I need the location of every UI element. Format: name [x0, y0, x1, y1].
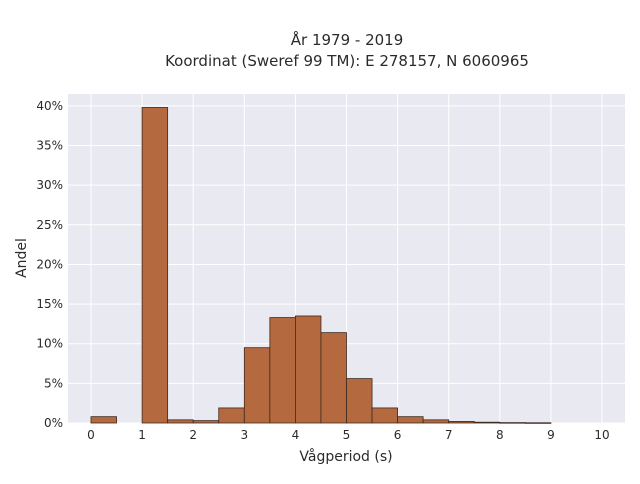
histogram-bar — [473, 421, 501, 424]
y-axis-label: Andel — [14, 238, 30, 278]
x-tick-label: 2 — [189, 428, 197, 442]
histogram-bar — [499, 422, 526, 424]
bars — [90, 107, 552, 424]
histogram-bar — [524, 422, 552, 424]
x-tick-label: 10 — [594, 428, 609, 442]
histogram-bar — [90, 416, 117, 424]
x-tick-label: 6 — [394, 428, 402, 442]
x-tick-label: 9 — [547, 428, 555, 442]
y-tick-label: 35% — [36, 139, 63, 153]
histogram-bar — [192, 420, 220, 424]
x-tick-label: 5 — [343, 428, 351, 442]
y-tick-label: 0% — [44, 416, 63, 430]
chart-title-line-2: Koordinat (Sweref 99 TM): E 278157, N 60… — [165, 52, 529, 70]
histogram-bar — [269, 317, 296, 424]
chart-title-line-1: År 1979 - 2019 — [291, 30, 404, 49]
x-tick-label: 0 — [87, 428, 95, 442]
y-tick-label: 40% — [36, 99, 63, 113]
grid-lines — [68, 94, 625, 424]
y-tick-label: 30% — [36, 178, 63, 192]
histogram-bar — [320, 332, 347, 424]
x-tick-label: 7 — [445, 428, 453, 442]
y-tick-label: 10% — [36, 337, 63, 351]
x-tick-label: 4 — [292, 428, 300, 442]
histogram-bar — [371, 407, 399, 424]
histogram-bar — [218, 407, 245, 424]
x-tick-label: 8 — [496, 428, 504, 442]
histogram-bar — [346, 378, 373, 424]
histogram-bar — [167, 419, 194, 424]
histogram-bar — [422, 419, 450, 424]
x-tick-label: 3 — [240, 428, 248, 442]
y-tick-label: 5% — [44, 376, 63, 390]
x-axis-ticks: 0 1 2 3 4 5 6 7 8 9 10 — [87, 428, 609, 442]
histogram-bar — [448, 421, 475, 424]
histogram-bar — [397, 416, 424, 424]
histogram-bar — [294, 315, 322, 424]
x-axis-label: Vågperiod (s) — [299, 448, 392, 465]
x-tick-label: 1 — [138, 428, 146, 442]
y-tick-label: 25% — [36, 218, 63, 232]
y-axis-ticks: 0% 5% 10% 15% 20% 25% 30% 35% 40% — [36, 99, 63, 430]
histogram-bar — [141, 107, 169, 424]
y-tick-label: 20% — [36, 257, 63, 271]
y-tick-label: 15% — [36, 297, 63, 311]
histogram-bar — [243, 347, 271, 424]
